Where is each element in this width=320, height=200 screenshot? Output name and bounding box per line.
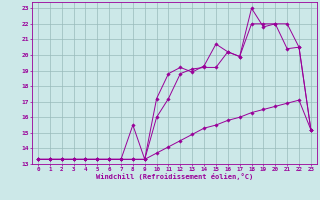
X-axis label: Windchill (Refroidissement éolien,°C): Windchill (Refroidissement éolien,°C) xyxy=(96,173,253,180)
